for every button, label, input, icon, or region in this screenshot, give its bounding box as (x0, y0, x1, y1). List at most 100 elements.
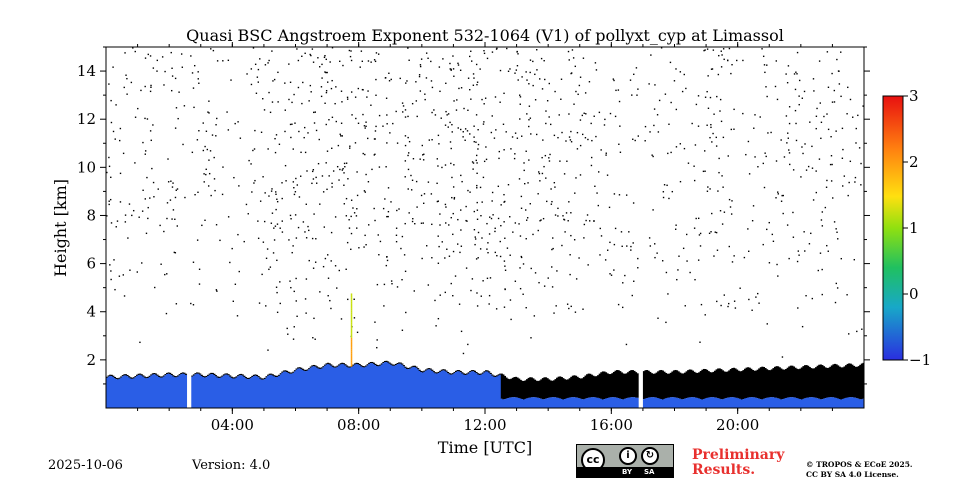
noise-point (465, 219, 467, 222)
noise-point (826, 244, 828, 247)
aerosol-layer-cell (833, 397, 837, 408)
noise-point (786, 224, 789, 226)
noise-point (838, 83, 841, 85)
boundary-layer-cell (456, 370, 459, 372)
aerosol-layer-cell (562, 399, 565, 408)
aerosol-layer-cell (710, 397, 713, 408)
boundary-layer-cell (767, 370, 770, 398)
noise-point (433, 109, 435, 111)
noise-point (804, 250, 806, 252)
aerosol-layer-cell (128, 377, 131, 408)
aerosol-layer-cell (462, 374, 465, 408)
noise-point (518, 223, 520, 225)
noise-point (233, 176, 235, 179)
aerosol-layer-cell (581, 399, 584, 408)
noise-point (527, 182, 529, 184)
noise-point (697, 217, 700, 220)
noise-point (783, 156, 786, 158)
noise-point (126, 77, 128, 80)
boundary-layer-cell (196, 372, 199, 374)
noise-point (387, 215, 389, 218)
noise-point (821, 268, 823, 271)
noise-point (275, 286, 278, 288)
noise-point (570, 234, 572, 237)
aerosol-layer-cell (249, 378, 252, 408)
noise-point (278, 143, 281, 146)
noise-point (356, 331, 359, 334)
aerosol-layer-cell (281, 372, 284, 408)
noise-point (771, 233, 774, 236)
aerosol-layer-cell (723, 398, 726, 408)
boundary-layer-cell (124, 374, 128, 376)
noise-point (342, 64, 344, 67)
boundary-layer-cell (355, 362, 358, 364)
noise-point (144, 198, 146, 200)
noise-point (145, 232, 148, 235)
noise-point (326, 150, 329, 152)
aerosol-layer-cell (530, 397, 533, 408)
noise-point (295, 277, 297, 280)
aerosol-layer-cell (328, 364, 331, 408)
noise-point (766, 95, 768, 98)
aerosol-layer-cell (800, 399, 803, 408)
noise-point (110, 121, 113, 124)
noise-point (593, 115, 595, 117)
aerosol-layer-cell (453, 373, 456, 408)
noise-point (149, 55, 152, 57)
noise-point (215, 224, 218, 226)
noise-point (226, 111, 228, 113)
aerosol-layer-cell (352, 365, 355, 408)
aerosol-layer-cell (807, 397, 810, 408)
boundary-layer-cell (199, 373, 202, 375)
noise-point (860, 184, 862, 186)
noise-point (487, 251, 489, 254)
noise-point (499, 240, 501, 243)
aerosol-layer-cell (420, 372, 423, 408)
noise-point (438, 143, 440, 145)
noise-point (353, 298, 355, 300)
noise-point (477, 148, 479, 150)
aerosol-layer-cell (799, 399, 802, 408)
noise-point (142, 189, 144, 191)
noise-point (339, 133, 341, 135)
aerosol-layer-cell (770, 397, 773, 408)
noise-point (444, 164, 447, 166)
noise-point (404, 109, 407, 111)
aerosol-layer-cell (391, 365, 394, 408)
noise-point (407, 47, 409, 49)
noise-point (700, 303, 703, 306)
noise-point (356, 227, 358, 229)
noise-point (803, 90, 806, 93)
noise-point (364, 234, 366, 237)
noise-point (563, 218, 565, 221)
noise-point (263, 220, 266, 223)
boundary-layer-cell (303, 369, 306, 371)
noise-point (423, 193, 426, 195)
noise-point (419, 90, 422, 92)
boundary-layer-cell (611, 373, 614, 398)
noise-point (375, 52, 378, 54)
aerosol-layer-cell (587, 397, 590, 408)
boundary-layer-cell (715, 369, 718, 398)
aerosol-layer-cell (829, 397, 832, 408)
noise-point (792, 169, 795, 171)
boundary-layer-cell (728, 370, 731, 398)
boundary-layer-cell (347, 366, 350, 368)
boundary-layer-cell (316, 366, 319, 368)
noise-point (288, 98, 290, 101)
noise-point (290, 136, 292, 139)
noise-point (529, 71, 531, 74)
noise-point (309, 84, 312, 87)
boundary-layer-cell (257, 376, 260, 378)
boundary-layer-cell (470, 370, 473, 372)
noise-point (437, 134, 440, 137)
aerosol-layer-cell (178, 375, 181, 408)
noise-point (491, 200, 493, 202)
noise-point (731, 261, 734, 263)
boundary-layer-cell (230, 376, 233, 378)
noise-point (124, 214, 127, 216)
noise-point (308, 259, 310, 262)
noise-point (586, 214, 589, 216)
noise-point (475, 141, 477, 143)
aerosol-layer-cell (451, 374, 454, 408)
